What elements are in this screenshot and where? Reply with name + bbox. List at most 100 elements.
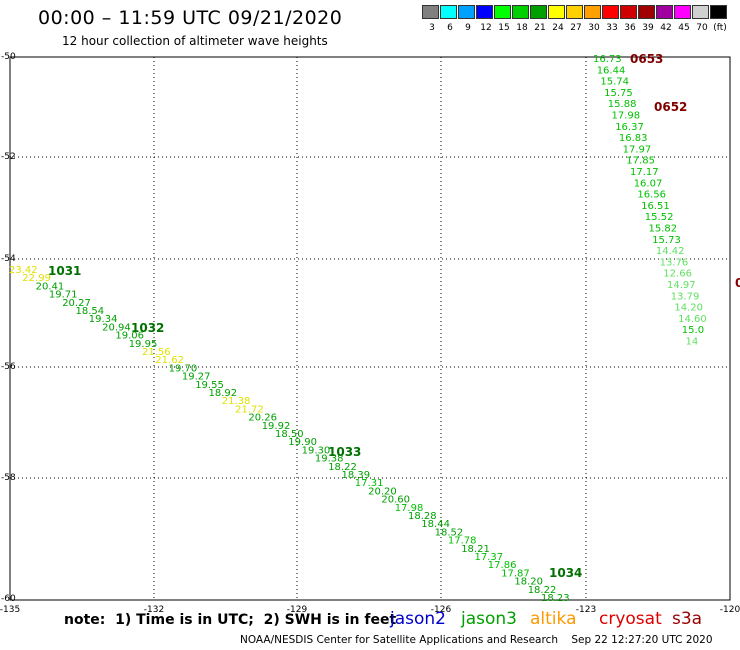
wave-height-value: 19.90	[288, 437, 317, 448]
wave-height-value: 20.26	[248, 413, 277, 424]
scale-label: 45	[678, 23, 690, 33]
scale-swatch	[476, 5, 493, 19]
scale-label: 9	[465, 23, 471, 33]
wave-height-value: 17.78	[448, 536, 477, 547]
wave-height-value: 17.37	[475, 552, 504, 563]
wave-height-value: 18.21	[461, 544, 490, 555]
wave-height-value: 21.38	[222, 396, 251, 407]
note-text: note: 1) Time is in UTC; 2) SWH is in fe…	[64, 612, 397, 628]
wave-height-value: 17.97	[623, 144, 652, 155]
wave-height-value: 17.98	[612, 111, 641, 122]
scale-swatch	[512, 5, 529, 19]
scale-label: 24	[552, 23, 564, 33]
wave-height-value: 14.42	[656, 246, 685, 257]
scale-label: 6	[447, 23, 453, 33]
x-tick-label: -123	[576, 605, 596, 615]
scale-label: 12	[480, 23, 492, 33]
y-tick-label: -54	[1, 254, 16, 264]
wave-height-value: 15.73	[652, 235, 681, 246]
satellite-legend-s3a: s3a	[672, 609, 703, 629]
wave-height-value: 14.20	[674, 303, 703, 314]
pass-labels: 1031 1032 1033 1034 0653 0652 0	[48, 52, 740, 580]
wave-height-value: 17.98	[395, 503, 424, 514]
pass-id-label: 1034	[549, 566, 582, 580]
wave-height-value: 18.52	[435, 527, 464, 538]
scale-swatch	[548, 5, 565, 19]
wave-height-value: 18.22	[528, 585, 557, 596]
wave-height-value: 12.66	[663, 269, 692, 280]
pass-id-label: 1031	[48, 264, 81, 278]
wave-height-value: 17.85	[626, 156, 655, 167]
scale-label: 30	[588, 23, 600, 33]
scale-swatch	[638, 5, 655, 19]
wave-height-value: 18.39	[342, 470, 371, 481]
wave-height-value: 18.50	[275, 429, 304, 440]
satellite-legend-altika: altika	[530, 609, 577, 629]
y-tick-label: -50	[1, 52, 16, 62]
wave-height-value: 19.34	[89, 314, 118, 325]
wave-height-value: 16.51	[641, 201, 670, 212]
wave-height-tracks: 23.4222.9920.4119.7120.2718.5419.3420.94…	[9, 54, 707, 604]
wave-height-value: 16.83	[619, 133, 648, 144]
wave-height-value: 19.27	[182, 372, 211, 383]
wave-height-value: 15.74	[600, 77, 629, 88]
scale-swatch	[620, 5, 637, 19]
wave-height-value: 17.17	[630, 167, 659, 178]
grid-lines	[10, 57, 730, 600]
wave-height-value: 19.70	[169, 363, 198, 374]
wave-height-value: 19.06	[115, 331, 144, 342]
wave-height-value: 13.76	[660, 257, 689, 268]
scale-label: 18	[516, 23, 528, 33]
scale-label: (ft)	[713, 23, 727, 33]
y-tick-label: -60	[1, 594, 16, 604]
wave-height-value: 14	[686, 337, 699, 348]
wave-height-value: 14.97	[667, 280, 696, 291]
x-tick-label: -120	[720, 605, 740, 615]
scale-label: 42	[660, 23, 672, 33]
wave-height-value: 17.31	[355, 478, 384, 489]
wave-height-value: 18.28	[408, 511, 437, 522]
credit-line: NOAA/NESDIS Center for Satellite Applica…	[240, 634, 713, 646]
scale-swatch	[656, 5, 673, 19]
wave-height-value: 17.87	[501, 568, 530, 579]
wave-height-value: 20.41	[36, 281, 65, 292]
scale-label: 21	[534, 23, 546, 33]
wave-height-value: 15.82	[649, 224, 678, 235]
scale-swatch	[494, 5, 511, 19]
scale-swatch	[692, 5, 709, 19]
satellite-legend-cryosat: cryosat	[599, 609, 662, 629]
y-tick-label: -56	[1, 362, 16, 372]
wave-height-value: 19.92	[262, 421, 291, 432]
wave-height-value: 13.79	[671, 291, 700, 302]
scale-swatch	[422, 5, 439, 19]
wave-height-value: 15.0	[682, 325, 704, 336]
wave-height-value: 21.72	[235, 404, 264, 415]
wave-height-value: 16.44	[597, 65, 626, 76]
wave-height-value: 16.56	[637, 190, 666, 201]
wave-height-value: 15.88	[608, 99, 637, 110]
axis-tick-labels: -135 -132 -129 -126 -123 -120 -50 -52 -54 -56 -58 -…	[0, 52, 740, 615]
wave-height-value: 18.23	[541, 593, 570, 604]
scale-label: 70	[696, 23, 708, 33]
wave-height-value: 20.20	[368, 486, 397, 497]
wave-height-value: 18.92	[209, 388, 238, 399]
wave-height-value: 19.30	[302, 445, 331, 456]
wave-height-value: 15.52	[645, 212, 674, 223]
pass-id-label: 1032	[131, 321, 164, 335]
wave-height-value: 14.60	[678, 314, 707, 325]
scale-label: 15	[498, 23, 510, 33]
wave-height-value: 20.27	[62, 298, 91, 309]
x-tick-label: -126	[431, 605, 452, 615]
scale-label: 3	[429, 23, 435, 33]
pass-id-label: 0653	[630, 52, 663, 66]
scale-swatch	[710, 5, 727, 19]
scale-swatch	[674, 5, 691, 19]
x-tick-label: -129	[287, 605, 308, 615]
wave-height-value: 23.42	[9, 265, 38, 276]
map-frame	[9, 56, 731, 601]
wave-height-value: 21.62	[155, 355, 184, 366]
scale-label: 36	[624, 23, 636, 33]
map-border	[9, 56, 731, 601]
wave-height-value: 18.44	[421, 519, 450, 530]
